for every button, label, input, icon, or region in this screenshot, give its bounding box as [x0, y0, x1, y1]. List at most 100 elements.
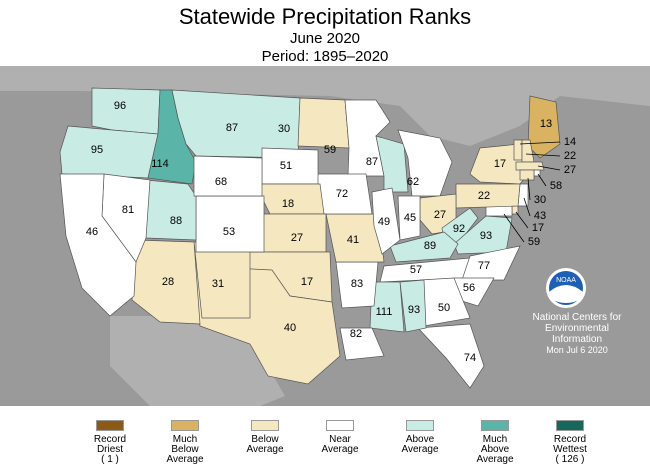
legend-label-line: Record	[553, 434, 587, 445]
rank-label-oh: 27	[434, 209, 446, 221]
rank-label-ri: 58	[550, 180, 562, 192]
map-title: Statewide Precipitation Ranks	[178, 4, 472, 29]
rank-label-il: 49	[378, 216, 390, 228]
rank-label-ks: 27	[291, 232, 303, 244]
state-al	[399, 279, 427, 333]
legend-label-line: Average	[166, 454, 204, 465]
legend-label-line: Below	[251, 434, 279, 445]
state-md	[485, 205, 513, 217]
rank-label-me: 13	[540, 118, 552, 130]
state-il	[371, 187, 401, 255]
rank-label-nv: 81	[122, 204, 134, 216]
leader-line-ct	[527, 177, 531, 201]
map-area: 96 95 114 87 30 59 87 62 17 13 14 22 27 58 30 43 17 59 22 2…	[0, 66, 650, 406]
leader-line-ma	[537, 165, 561, 171]
rank-label-wy: 68	[215, 176, 227, 188]
rank-label-ca: 46	[86, 226, 98, 238]
credit-line: Environmental	[545, 323, 609, 334]
state-co	[195, 195, 265, 253]
rank-label-ky: 89	[424, 240, 436, 252]
rank-label-in: 45	[404, 212, 416, 224]
rank-label-ar: 83	[351, 278, 363, 290]
rank-label-tn: 57	[410, 264, 422, 276]
map-legend: Record Driest( 1 ) Much Below Average Below Av…	[0, 406, 650, 475]
rank-label-ms: 111	[376, 306, 393, 318]
rank-label-tx: 40	[284, 322, 296, 334]
state-ky	[389, 231, 459, 263]
legend-label-line: Average	[321, 444, 359, 455]
rank-label-ia: 72	[336, 188, 348, 200]
rank-label-co: 53	[223, 226, 235, 238]
legend-item-below: Below Average	[225, 420, 305, 455]
legend-item-much-above: Much Above Average	[455, 420, 535, 465]
rank-label-sd: 51	[280, 160, 292, 172]
rank-label-nm: 31	[212, 278, 224, 290]
rank-label-wi: 87	[366, 156, 378, 168]
state-nc	[461, 245, 521, 281]
rank-label-al: 93	[408, 304, 420, 316]
legend-label-line: Driest	[96, 444, 124, 455]
rank-label-az: 28	[162, 276, 174, 288]
states-layer	[59, 87, 561, 389]
rank-label-mo: 41	[347, 234, 359, 246]
state-ms	[369, 281, 405, 333]
state-ut	[145, 179, 197, 241]
rank-label-nc: 77	[478, 260, 490, 272]
rank-label-ga: 50	[438, 302, 450, 314]
canada-land	[0, 66, 650, 146]
state-ma	[515, 161, 545, 171]
state-in	[397, 195, 421, 241]
legend-item-record-driest: Record Driest( 1 )	[70, 420, 150, 465]
rank-label-pa: 22	[478, 190, 490, 202]
rank-label-ne: 18	[282, 198, 294, 210]
legend-label-line: Below	[171, 444, 199, 455]
map-period: Period: 1895–2020	[261, 48, 389, 65]
legend-label-line: Average	[401, 444, 439, 455]
legend-swatch	[326, 420, 354, 431]
rank-label-nh: 22	[564, 150, 576, 162]
legend-label-line: Average	[246, 444, 284, 455]
state-ca	[59, 173, 137, 317]
legend-swatch	[96, 420, 124, 431]
legend-swatch	[481, 420, 509, 431]
legend-label-line: Above	[405, 434, 435, 445]
state-or	[59, 125, 159, 179]
leader-line-md	[503, 213, 525, 243]
state-la	[339, 327, 385, 361]
legend-swatch	[171, 420, 199, 431]
legend-label-line: ( 126 )	[555, 454, 585, 465]
noaa-logo-text: NOAA	[556, 277, 576, 284]
legend-label-line: Much	[172, 434, 198, 445]
legend-label-line: Near	[329, 434, 351, 445]
legend-item-near: Near Average	[300, 420, 380, 455]
legend-label-line: ( 1 )	[101, 454, 119, 465]
rank-label-md: 59	[528, 236, 540, 248]
legend-item-much-below: Much Below Average	[145, 420, 225, 465]
rank-label-mt: 87	[226, 122, 238, 134]
credit-line: National Centers for	[532, 312, 622, 323]
leader-line-nh	[525, 153, 561, 157]
legend-label-line: Much	[482, 434, 508, 445]
state-wi	[375, 135, 409, 193]
rank-label-va: 93	[480, 230, 492, 242]
credit-line: Information	[551, 334, 603, 345]
credit-date: Mon Jul 6 2020	[546, 345, 608, 355]
rank-label-nd: 30	[278, 123, 290, 135]
state-vt	[513, 139, 523, 161]
legend-item-record-wettest: Record Wettest( 126 )	[530, 420, 610, 465]
leader-line-nj	[523, 197, 531, 217]
leader-line-de	[515, 211, 529, 229]
rank-label-sc: 56	[463, 282, 475, 294]
state-va	[453, 215, 513, 255]
legend-item-above: Above Average	[380, 420, 460, 455]
credit-block: National Centers for Environmental Informa…	[512, 312, 642, 356]
rank-label-mi: 62	[407, 176, 419, 188]
legend-label-line: Average	[476, 454, 514, 465]
legend-label-line: Above	[480, 444, 510, 455]
legend-label-line: Record	[93, 434, 127, 445]
rank-label-wv: 92	[453, 223, 465, 235]
rank-label-vt: 14	[564, 136, 576, 148]
legend-swatch	[406, 420, 434, 431]
rank-label-or: 95	[91, 144, 103, 156]
